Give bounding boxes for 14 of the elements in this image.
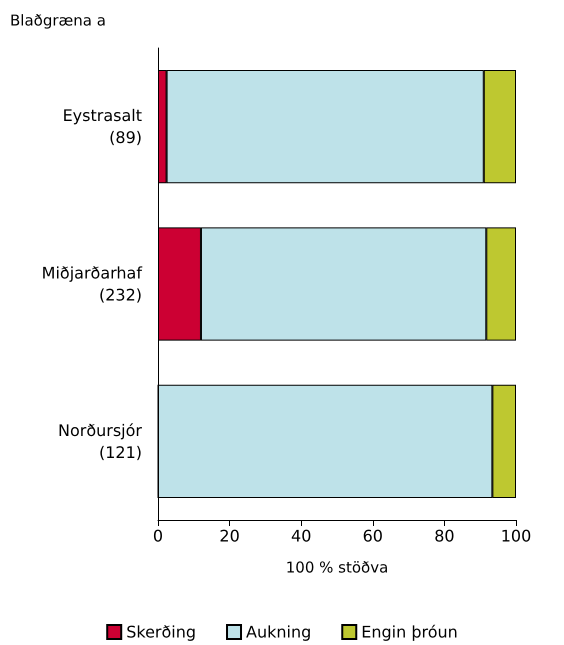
x-tick-label: 20 — [219, 526, 240, 546]
legend-label: Aukning — [246, 622, 312, 642]
x-tick-label: 40 — [291, 526, 312, 546]
y-tick-label: Norðursjór (121) — [58, 420, 142, 462]
x-tick-label: 80 — [434, 526, 455, 546]
x-tick-label: 60 — [362, 526, 383, 546]
y-tick-label: Miðjarðarhaf (232) — [42, 264, 142, 304]
y-tick-label: Eystrasalt (89) — [62, 106, 142, 148]
x-axis-title: 100 % stöðva — [286, 558, 388, 576]
legend-label: Skerðing — [126, 622, 196, 642]
x-tick-label: 0 — [152, 526, 164, 546]
x-tick-label: 100 — [500, 526, 532, 546]
chart-title: Blaðgræna a — [10, 12, 106, 30]
legend-label: Engin þróun — [361, 622, 458, 642]
